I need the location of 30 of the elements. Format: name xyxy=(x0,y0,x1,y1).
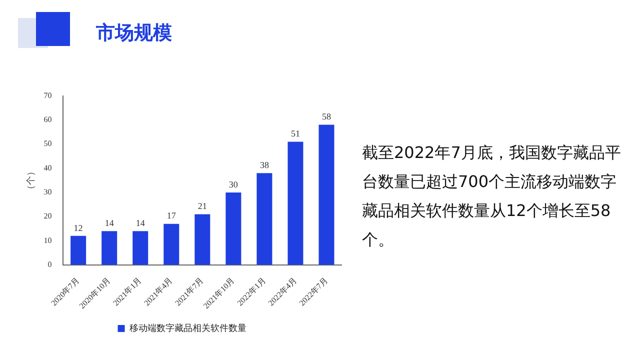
y-tick-label: 60 xyxy=(44,115,52,124)
text: 截至2022年7月底，我国数字藏品平台数量已超过700个主流移动端数字藏品相关软件数量从12个增长至58个。 xyxy=(362,142,622,251)
bar xyxy=(132,231,148,265)
bar xyxy=(256,173,272,265)
chart-title: 市场规模 xyxy=(96,21,172,46)
y-axis-title: （个） xyxy=(26,166,37,194)
y-tick-label: 40 xyxy=(44,163,52,172)
data-label: 51 xyxy=(290,128,300,139)
data-label: 14 xyxy=(136,218,146,228)
data-label: 14 xyxy=(104,218,114,228)
data-label: 21 xyxy=(198,201,207,212)
bar xyxy=(194,214,210,265)
y-tick-label: 10 xyxy=(44,236,52,245)
y-tick-label: 50 xyxy=(44,139,52,148)
bar xyxy=(288,142,304,265)
data-label: 38 xyxy=(260,160,270,170)
bar xyxy=(70,236,86,265)
y-tick-label: 30 xyxy=(44,188,52,197)
data-label: 58 xyxy=(322,112,332,122)
bar xyxy=(102,231,118,265)
data-label: 17 xyxy=(166,210,176,221)
data-label: 12 xyxy=(74,222,83,233)
y-tick-label: 0 xyxy=(48,260,52,270)
data-label: 30 xyxy=(228,179,238,190)
y-tick-label: 70 xyxy=(44,90,52,100)
bar xyxy=(226,192,242,265)
bar xyxy=(164,224,180,265)
bar xyxy=(318,124,334,265)
legend-label: 移动端数字藏品相关软件数量 xyxy=(129,322,246,334)
y-tick-label: 20 xyxy=(44,212,52,221)
